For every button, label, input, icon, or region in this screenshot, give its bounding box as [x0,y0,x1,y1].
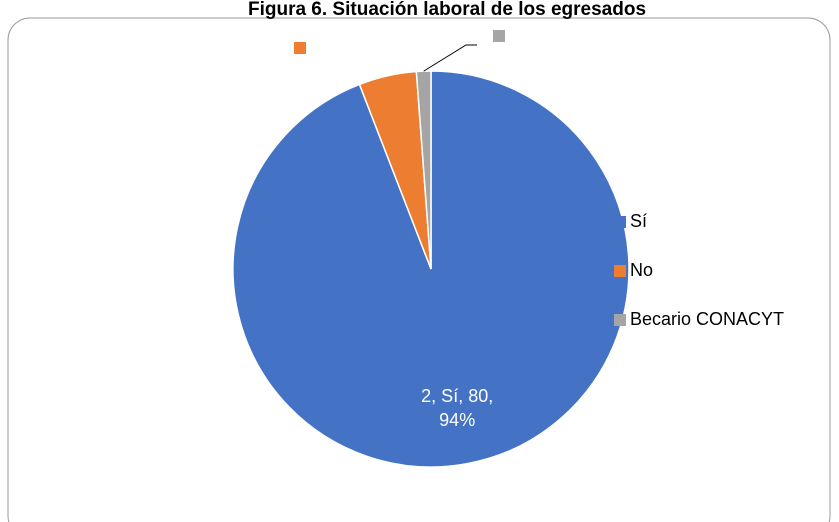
data-label-key [294,42,306,54]
data-label-line: 94% [439,410,475,430]
data-label-line: 2, Sí, 80, [421,386,493,406]
legend-label: Becario CONACYT [630,309,784,329]
leader-line [423,44,477,72]
legend-label: No [630,260,653,280]
pie-slice [415,70,432,270]
chart-title: Figura 6. Situación laboral de los egres… [248,0,646,20]
legend-label: Sí [630,211,647,231]
data-label: 2, Sí, 80, 94% [421,386,493,430]
legend-swatch [614,314,626,326]
data-label-key [493,30,505,42]
legend-swatch [614,216,626,228]
legend-swatch [614,265,626,277]
